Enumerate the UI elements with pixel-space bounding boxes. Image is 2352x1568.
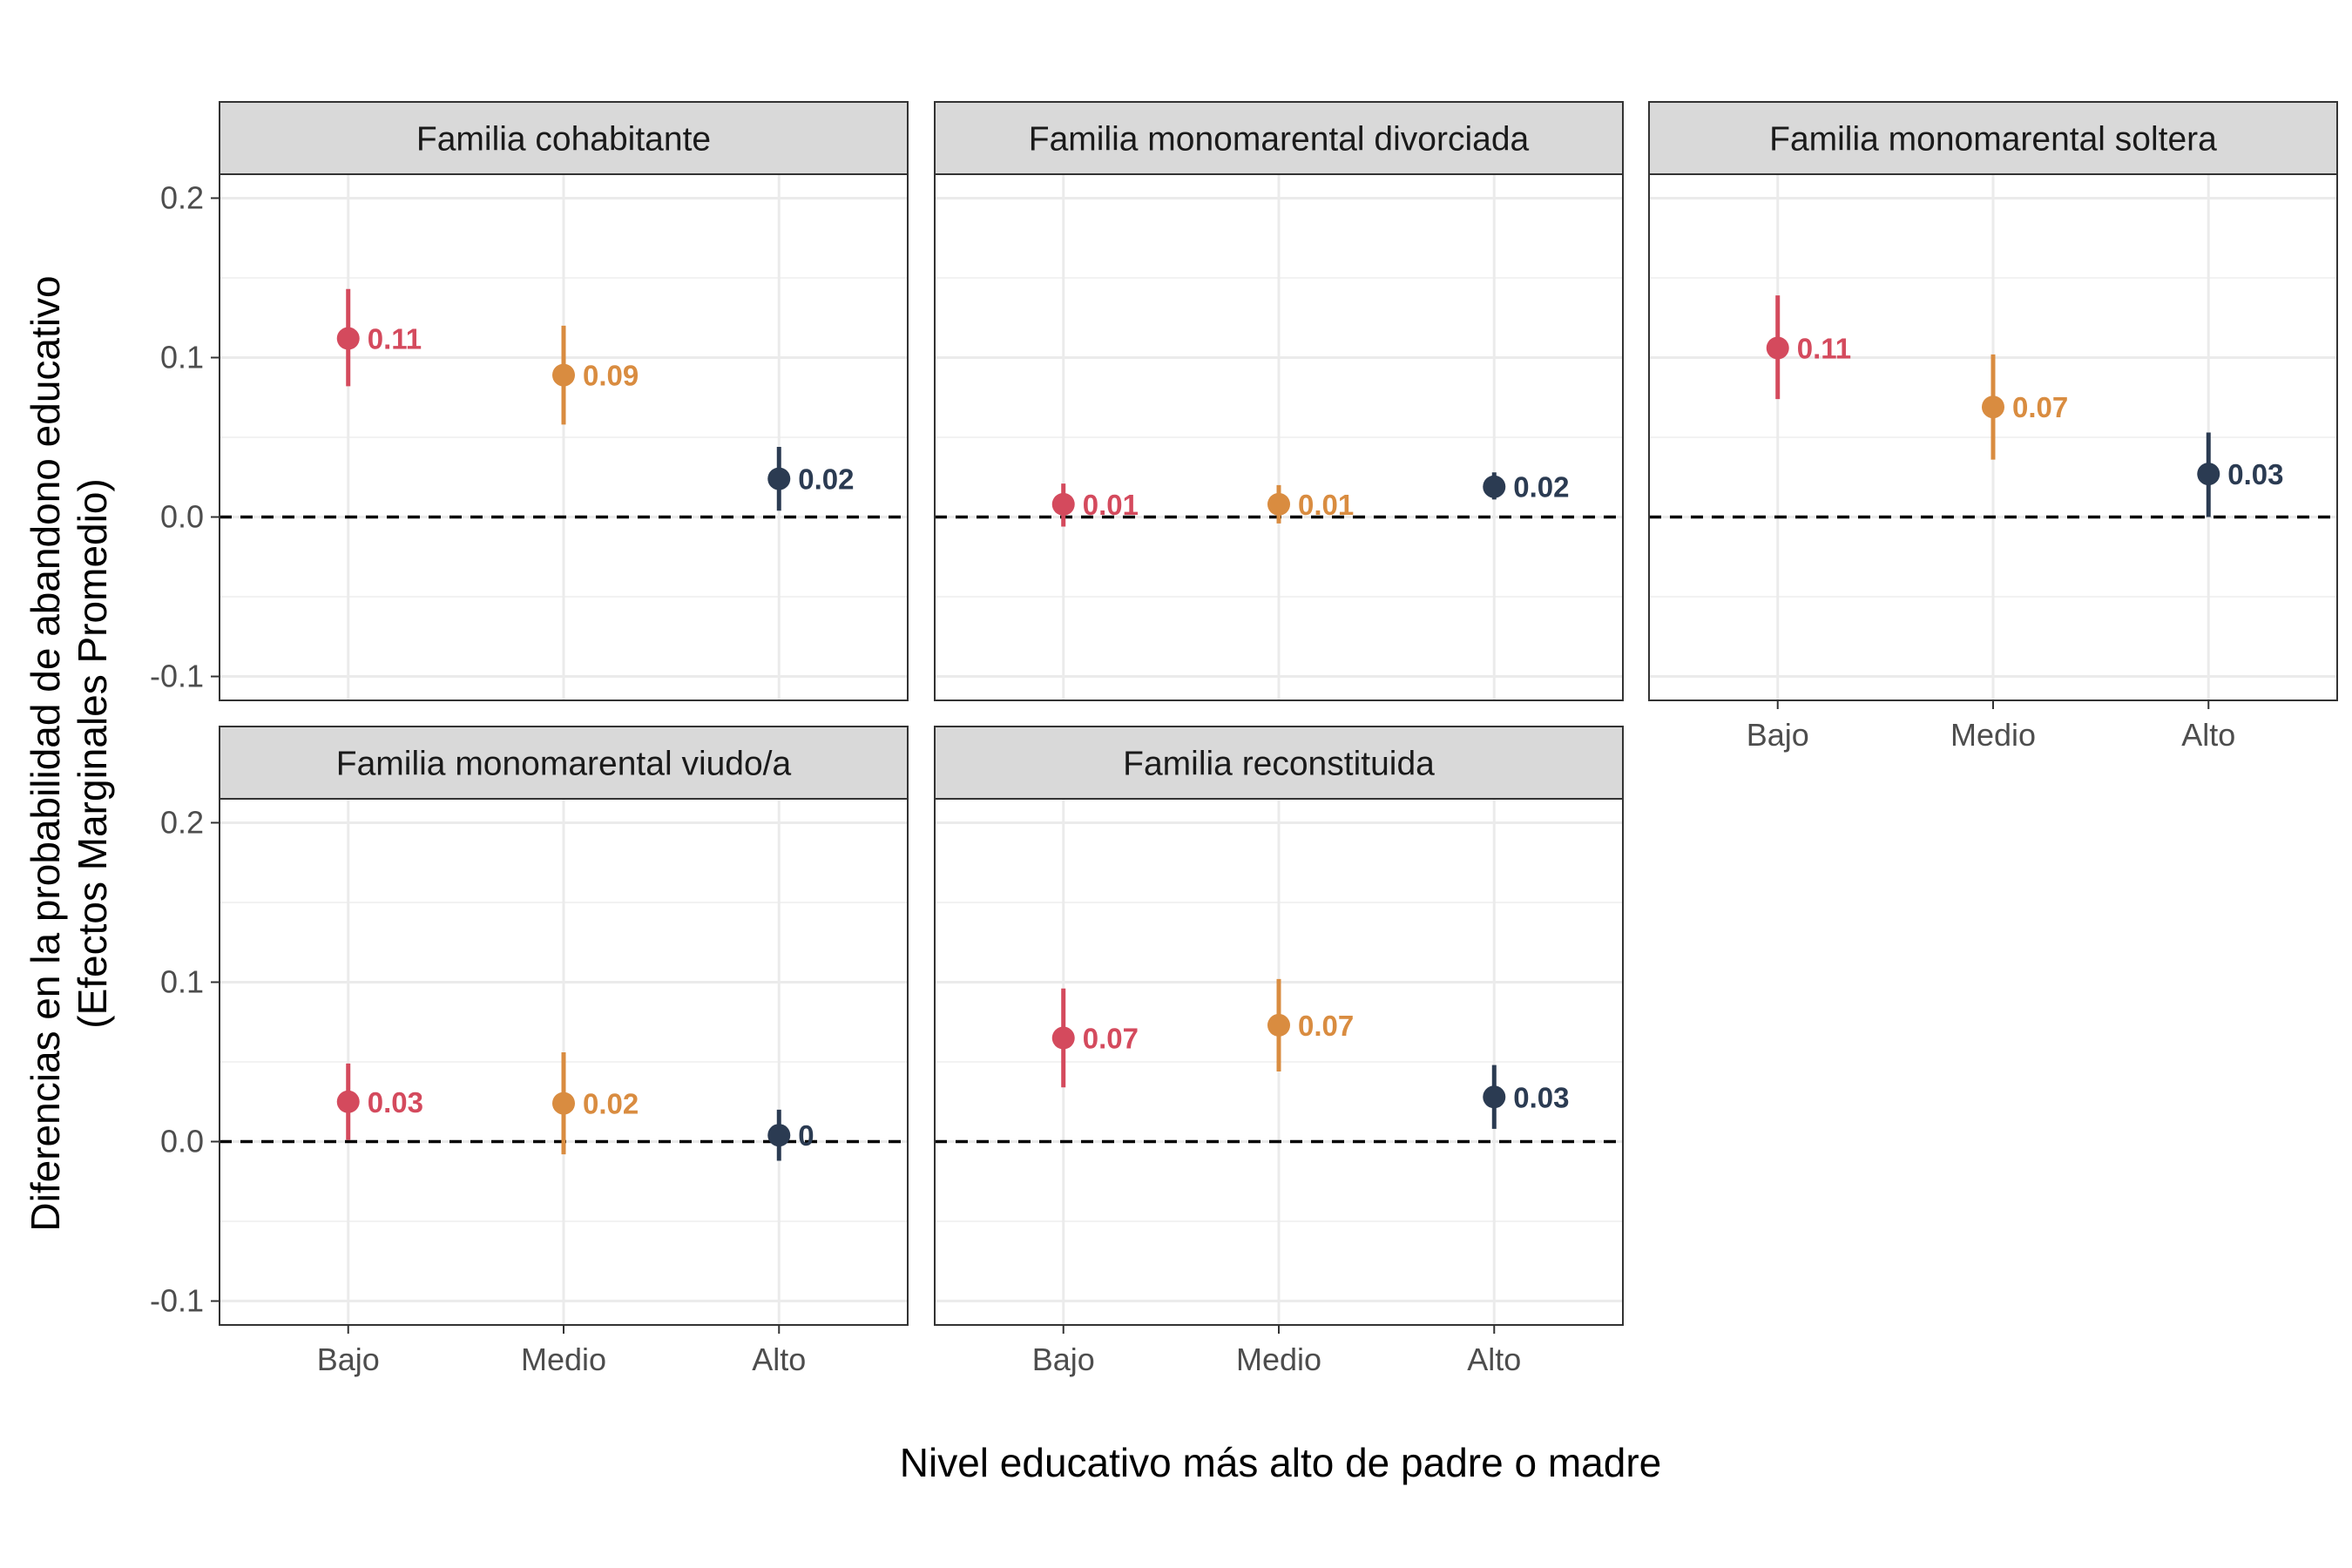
y-tick-label: -0.1 (150, 659, 204, 694)
data-point (552, 1092, 575, 1115)
x-tick-label: Bajo (317, 1342, 380, 1377)
data-point (2197, 463, 2220, 486)
facet-strip (219, 726, 909, 800)
data-label: 0.02 (798, 463, 854, 496)
y-tick-label: 0.2 (160, 804, 204, 840)
facet-strip (1648, 101, 2338, 175)
panel-border (934, 173, 1624, 701)
x-tick-label: Medio (1950, 717, 2036, 753)
data-label: 0 (798, 1119, 814, 1152)
facet-title: Familia monomarental viudo/a (336, 746, 792, 783)
data-label: 0.03 (1513, 1081, 1569, 1113)
facet-title: Familia cohabitante (416, 121, 711, 159)
facet-strip (934, 101, 1624, 175)
data-label: 0.02 (1513, 471, 1569, 504)
y-tick-label: 0.1 (160, 963, 204, 999)
data-label: 0.11 (1797, 333, 1851, 365)
panels-layer: Familia cohabitante 0.11 0.09 0.02 -0.1 0.0 0.… (150, 101, 2338, 1377)
data-point (1766, 336, 1789, 360)
x-tick-label: Bajo (1032, 1342, 1095, 1377)
x-tick-label: Alto (752, 1342, 806, 1377)
facet-title: Familia monomarental divorciada (1029, 121, 1530, 159)
y-tick-label: -0.1 (150, 1283, 204, 1319)
data-label: 0.02 (583, 1088, 639, 1120)
facet-title: Familia monomarental soltera (1769, 121, 2217, 159)
facet-strip (219, 101, 909, 175)
data-point (1051, 492, 1075, 516)
data-label: 0.03 (2227, 458, 2283, 490)
data-label: 0.07 (2012, 391, 2068, 423)
data-point (1483, 475, 1506, 498)
data-point (552, 363, 575, 387)
y-axis-title-line1: Diferencias en la probabilidad de abando… (23, 275, 68, 1231)
data-label: 0.01 (1083, 489, 1139, 521)
data-label: 0.09 (583, 360, 639, 392)
data-point (1267, 1013, 1290, 1037)
x-tick-label: Medio (1236, 1342, 1321, 1377)
data-label: 0.11 (368, 323, 422, 355)
data-point (1483, 1085, 1506, 1109)
facet-panel: Familia monomarental soltera 0.11 0.07 0.03… (1648, 101, 2338, 753)
facet-panel: Familia monomarental viudo/a 0.03 0.02 0 -0.… (150, 726, 909, 1377)
y-tick-label: 0.2 (160, 179, 204, 215)
data-point (1051, 1026, 1075, 1050)
data-point (336, 1090, 360, 1113)
y-tick-label: 0.0 (160, 499, 204, 535)
data-point (767, 1124, 791, 1147)
facet-title: Familia reconstituida (1123, 746, 1435, 783)
y-axis-title: Diferencias en la probabilidad de abando… (23, 275, 115, 1231)
x-tick-label: Alto (2181, 717, 2235, 753)
x-tick-label: Medio (521, 1342, 606, 1377)
facet-panel: Familia reconstituida 0.07 0.07 0.03 Bajo Med… (934, 726, 1624, 1377)
data-label: 0.03 (368, 1086, 423, 1119)
data-label: 0.01 (1298, 489, 1354, 521)
y-tick-label: 0.1 (160, 339, 204, 375)
data-point (1982, 395, 2004, 419)
y-axis-title-line2: (Efectos Marginales Promedio) (70, 478, 115, 1028)
facet-panel: Familia cohabitante 0.11 0.09 0.02 -0.1 0.0 0.… (150, 101, 909, 701)
data-point (767, 467, 791, 490)
data-point (1267, 492, 1290, 516)
x-axis-title: Nivel educativo más alto de padre o madr… (900, 1440, 1661, 1485)
data-label: 0.07 (1083, 1023, 1139, 1055)
x-tick-label: Bajo (1747, 717, 1809, 753)
x-tick-label: Alto (1467, 1342, 1521, 1377)
panel-border (219, 173, 909, 701)
data-label: 0.07 (1298, 1010, 1354, 1042)
y-tick-label: 0.0 (160, 1124, 204, 1159)
data-point (336, 327, 360, 350)
facet-strip (934, 726, 1624, 800)
facet-panel: Familia monomarental divorciada 0.01 0.01 0… (934, 101, 1624, 701)
